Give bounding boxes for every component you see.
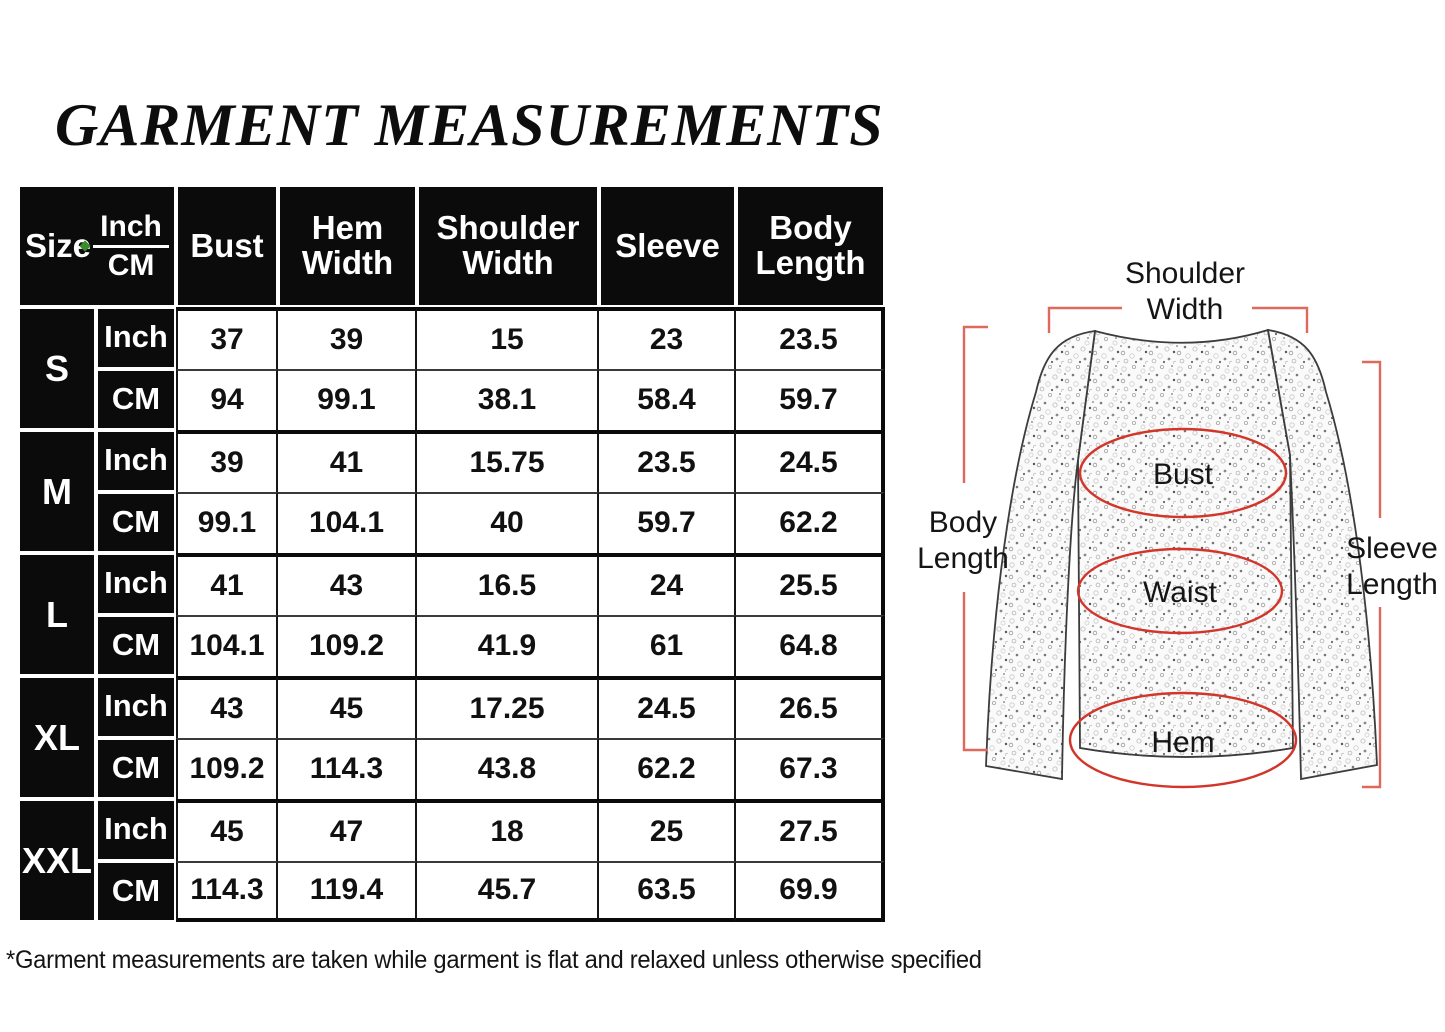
size-cell: M — [18, 430, 96, 553]
hem-ellipse — [1068, 691, 1298, 789]
unit-cell: Inch — [96, 676, 176, 738]
data-cell: 15.75 — [417, 430, 599, 492]
data-cell: 39 — [176, 430, 278, 492]
data-cell: 69.9 — [736, 860, 885, 922]
data-cell: 24 — [599, 553, 736, 615]
data-cell: 63.5 — [599, 860, 736, 922]
data-cell: 45 — [278, 676, 417, 738]
data-cell: 37 — [176, 307, 278, 369]
waist-label: Waist — [1143, 576, 1218, 609]
column-header-sleeve: Sleeve — [599, 185, 736, 307]
unit-cell: Inch — [96, 553, 176, 615]
unit-cell: Inch — [96, 307, 176, 369]
data-cell: 45.7 — [417, 860, 599, 922]
data-cell: 114.3 — [176, 860, 278, 922]
size-table: Size Inch CM Bust Hem Width Shoulder Wid… — [18, 185, 885, 922]
sleeve-length-bracket — [1362, 360, 1382, 789]
size-cell: XL — [18, 676, 96, 799]
data-cell: 67.3 — [736, 737, 885, 799]
unit-cell: CM — [96, 860, 176, 922]
data-cell: 47 — [278, 799, 417, 861]
data-cell: 43 — [278, 553, 417, 615]
garment-right-sleeve — [1266, 328, 1378, 781]
garment-left-sleeve — [985, 329, 1097, 781]
data-cell: 59.7 — [599, 491, 736, 553]
sleeve-length-label-line1: Sleeve — [1346, 532, 1438, 565]
size-cell: S — [18, 307, 96, 430]
data-cell: 58.4 — [599, 368, 736, 430]
size-unit-header: Size Inch CM — [18, 185, 176, 307]
data-cell: 23 — [599, 307, 736, 369]
garment-diagram: Shoulder Width Body Length Sleeve Length… — [917, 257, 1438, 789]
data-cell: 62.2 — [599, 737, 736, 799]
data-cell: 41 — [176, 553, 278, 615]
column-header-bust: Bust — [176, 185, 278, 307]
data-cell: 43 — [176, 676, 278, 738]
data-cell: 119.4 — [278, 860, 417, 922]
unit-cell: CM — [96, 614, 176, 676]
data-cell: 16.5 — [417, 553, 599, 615]
data-cell: 27.5 — [736, 799, 885, 861]
unit-cell: Inch — [96, 430, 176, 492]
data-cell: 99.1 — [176, 491, 278, 553]
data-cell: 23.5 — [599, 430, 736, 492]
data-cell: 62.2 — [736, 491, 885, 553]
body-length-label-line2: Length — [917, 542, 1009, 575]
bust-label: Bust — [1153, 458, 1214, 491]
unit-cell: CM — [96, 491, 176, 553]
data-cell: 24.5 — [599, 676, 736, 738]
data-cell: 59.7 — [736, 368, 885, 430]
column-header-hem-width: Hem Width — [278, 185, 417, 307]
shoulder-width-bracket — [1047, 306, 1309, 333]
data-cell: 18 — [417, 799, 599, 861]
data-cell: 17.25 — [417, 676, 599, 738]
body-length-label-line1: Body — [929, 506, 997, 539]
data-cell: 41 — [278, 430, 417, 492]
data-cell: 114.3 — [278, 737, 417, 799]
footnote: *Garment measurements are taken while ga… — [6, 946, 982, 974]
unit-cell: CM — [96, 737, 176, 799]
unit-inch-label: Inch — [100, 210, 162, 243]
size-cell: XXL — [18, 799, 96, 922]
shoulder-width-label-line1: Shoulder — [1125, 257, 1245, 290]
size-cell: L — [18, 553, 96, 676]
data-cell: 25.5 — [736, 553, 885, 615]
unit-cell: Inch — [96, 799, 176, 861]
unit-divider — [79, 239, 170, 252]
data-cell: 43.8 — [417, 737, 599, 799]
shoulder-width-label-line2: Width — [1147, 293, 1224, 326]
data-cell: 104.1 — [278, 491, 417, 553]
data-cell: 40 — [417, 491, 599, 553]
column-header-shoulder-width: Shoulder Width — [417, 185, 599, 307]
data-cell: 104.1 — [176, 614, 278, 676]
sleeve-length-label-line2: Length — [1346, 568, 1438, 601]
data-cell: 23.5 — [736, 307, 885, 369]
body-length-bracket — [962, 325, 988, 752]
data-cell: 24.5 — [736, 430, 885, 492]
data-cell: 109.2 — [176, 737, 278, 799]
hem-seam-line — [1079, 747, 1294, 758]
data-cell: 94 — [176, 368, 278, 430]
data-cell: 41.9 — [417, 614, 599, 676]
unit-stack: Inch CM — [79, 210, 170, 282]
data-cell: 45 — [176, 799, 278, 861]
unit-cell: CM — [96, 368, 176, 430]
data-cell: 64.8 — [736, 614, 885, 676]
data-cell: 61 — [599, 614, 736, 676]
data-cell: 109.2 — [278, 614, 417, 676]
data-cell: 15 — [417, 307, 599, 369]
data-cell: 26.5 — [736, 676, 885, 738]
data-cell: 38.1 — [417, 368, 599, 430]
unit-cm-label: CM — [107, 248, 155, 282]
data-cell: 39 — [278, 307, 417, 369]
page-title: GARMENT MEASUREMENTS — [55, 92, 884, 158]
waist-ellipse — [1076, 547, 1284, 635]
bust-ellipse — [1078, 427, 1288, 519]
hem-label: Hem — [1151, 726, 1214, 759]
data-cell: 25 — [599, 799, 736, 861]
column-header-body-length: Body Length — [736, 185, 885, 307]
data-cell: 99.1 — [278, 368, 417, 430]
